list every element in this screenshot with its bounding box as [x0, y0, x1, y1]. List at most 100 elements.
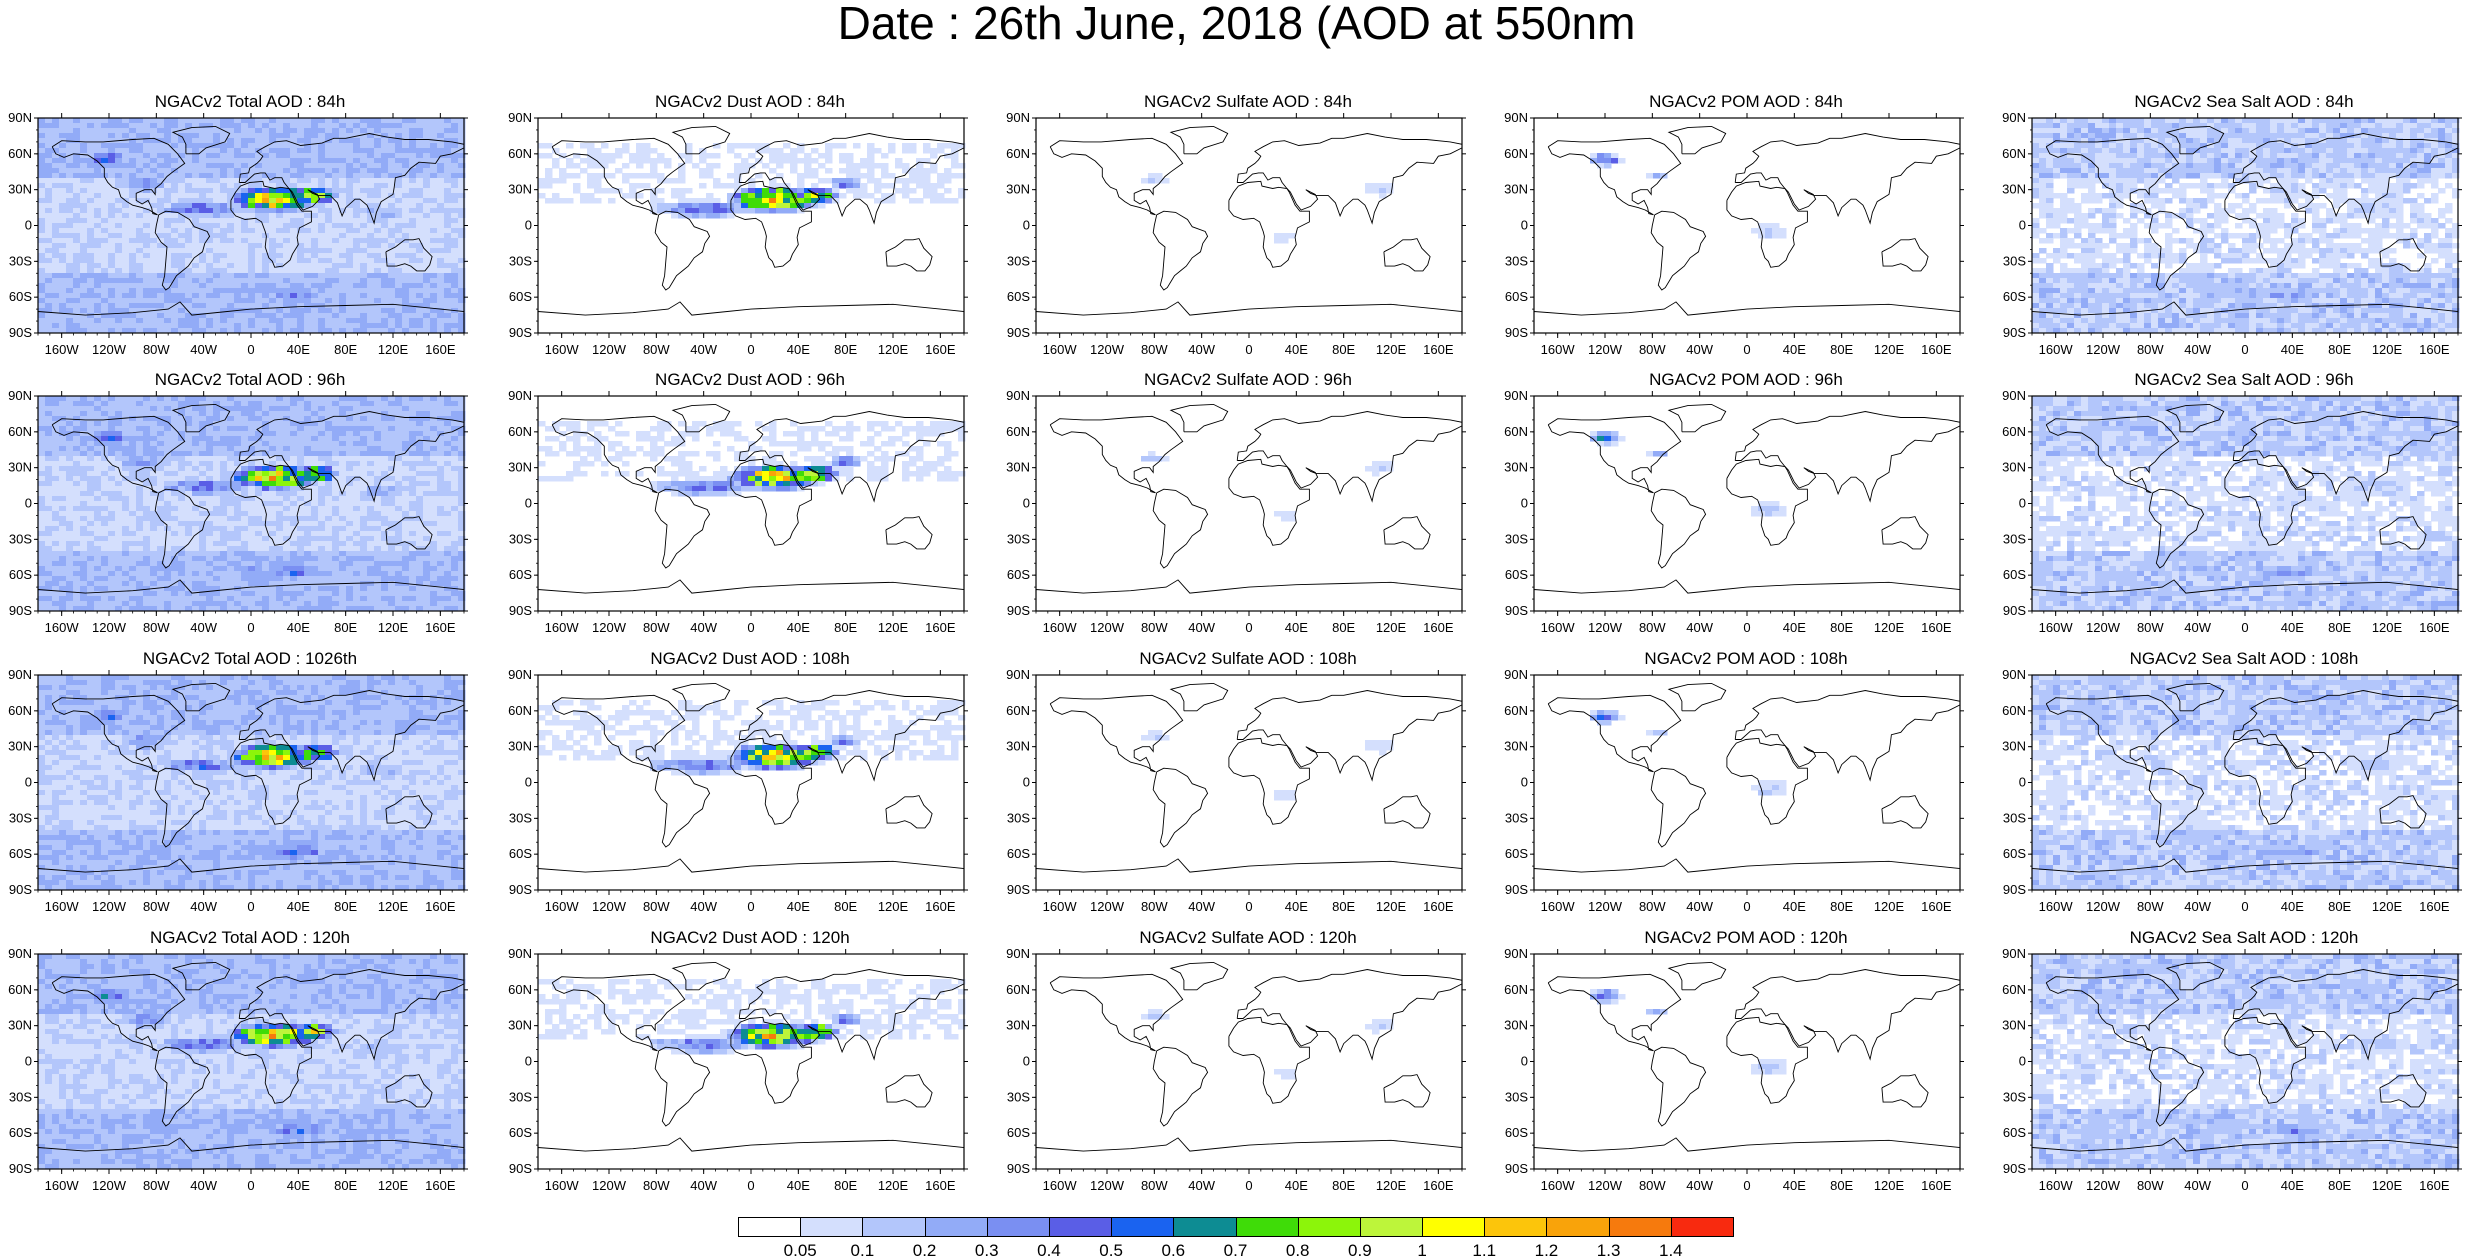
map-panel-sulfate-84h: NGACv2 Sulfate AOD : 84h 90N 60N 30N 0 30S 60S…: [998, 90, 1498, 362]
lat-tick-label: 60S: [9, 846, 32, 861]
lon-tick-label: 80W: [643, 342, 670, 357]
aod-field: [1141, 730, 1394, 801]
colorbar-swatch: [1235, 1217, 1299, 1237]
colorbar-swatch: [986, 1217, 1050, 1237]
lat-tick-label: 30S: [9, 1089, 32, 1104]
lat-tick-label: 30N: [1504, 182, 1528, 197]
lon-tick-label: 120W: [592, 899, 627, 914]
lat-tick-label: 90N: [2002, 388, 2026, 403]
map-panel-pom-108h: NGACv2 POM AOD : 108h 90N 60N 30N 0 30S 60S 90S…: [1496, 647, 1996, 919]
map-frame: [1533, 395, 1961, 612]
lon-tick-label: 40E: [787, 899, 810, 914]
lon-tick-label: 120E: [2372, 899, 2403, 914]
lat-tick-label: 30S: [1505, 253, 1528, 268]
lat-tick-label: 0: [1521, 218, 1528, 233]
lat-tick-label: 60S: [2003, 567, 2026, 582]
lat-tick-label: 30S: [9, 810, 32, 825]
lat-tick-label: 30S: [2003, 531, 2026, 546]
lon-tick-label: 0: [247, 899, 254, 914]
lon-tick-label: 0: [247, 1178, 254, 1193]
colorbar-label: 0.4: [1019, 1242, 1079, 1260]
panel-title: NGACv2 Sea Salt AOD : 108h: [2034, 650, 2454, 668]
lon-tick-label: 40E: [787, 1178, 810, 1193]
lat-tick-label: 60N: [1006, 703, 1030, 718]
map-panel-total-96h: NGACv2 Total AOD : 96h 90N 60N 30N 0 30S 60S 90…: [0, 368, 500, 640]
lon-tick-label: 40E: [2281, 1178, 2304, 1193]
lat-tick-label: 90N: [2002, 667, 2026, 682]
lat-tick-label: 90S: [2003, 882, 2026, 897]
lat-tick-label: 90N: [1504, 110, 1528, 125]
map-panel-total-84h: NGACv2 Total AOD : 84h 90N 60N 30N 0 30S 60S 90…: [0, 90, 500, 362]
map-panel-sulfate-120h: NGACv2 Sulfate AOD : 120h 90N 60N 30N 0 30S 60…: [998, 926, 1498, 1198]
lon-tick-label: 80W: [143, 342, 170, 357]
colorbar-swatch: [862, 1217, 926, 1237]
lon-tick-label: 40E: [287, 1178, 310, 1193]
aod-field: [2032, 954, 2460, 1170]
lon-tick-label: 160E: [2419, 899, 2450, 914]
colorbar-swatch: [1422, 1217, 1486, 1237]
lon-tick-label: 40W: [1188, 342, 1215, 357]
lon-tick-label: 0: [1743, 620, 1750, 635]
lon-tick-label: 0: [1245, 620, 1252, 635]
lon-tick-label: 80E: [834, 342, 857, 357]
lat-tick-label: 0: [2019, 1054, 2026, 1069]
lat-tick-label: 60N: [2002, 146, 2026, 161]
lon-tick-label: 80W: [1141, 342, 1168, 357]
lat-tick-label: 30S: [1007, 810, 1030, 825]
lat-tick-label: 60S: [9, 289, 32, 304]
panel-title: NGACv2 Sea Salt AOD : 96h: [2034, 371, 2454, 389]
lon-tick-label: 40E: [1783, 1178, 1806, 1193]
lon-tick-label: 40E: [1285, 342, 1308, 357]
lon-tick-label: 160E: [1423, 1178, 1454, 1193]
lat-tick-label: 60N: [2002, 703, 2026, 718]
map-panel-sulfate-108h: NGACv2 Sulfate AOD : 108h 90N 60N 30N 0 30S 60…: [998, 647, 1498, 919]
colorbar-swatch: [1173, 1217, 1237, 1237]
lat-tick-label: 60N: [8, 703, 32, 718]
lon-tick-label: 80E: [2328, 899, 2351, 914]
map-panel-dust-84h: NGACv2 Dust AOD : 84h 90N 60N 30N 0 30S 60S 90S…: [500, 90, 1000, 362]
aod-field: [1141, 1009, 1394, 1080]
lon-tick-label: 120W: [92, 342, 127, 357]
lon-tick-label: 160E: [1921, 342, 1952, 357]
panel-title: NGACv2 Sulfate AOD : 108h: [1038, 650, 1458, 668]
lat-tick-label: 0: [525, 775, 532, 790]
lat-tick-label: 30N: [8, 1018, 32, 1033]
lat-tick-label: 90S: [1505, 325, 1528, 340]
lon-tick-label: 120E: [1376, 620, 1407, 635]
lon-tick-label: 160W: [1043, 899, 1078, 914]
lat-tick-label: 0: [25, 1054, 32, 1069]
lon-tick-label: 160E: [425, 899, 456, 914]
lon-tick-label: 120E: [878, 899, 909, 914]
lat-tick-label: 30N: [508, 182, 532, 197]
lon-tick-label: 80W: [1639, 1178, 1666, 1193]
lat-tick-label: 30N: [2002, 182, 2026, 197]
lon-tick-label: 160E: [1423, 342, 1454, 357]
map-panel-total-1026th: NGACv2 Total AOD : 1026th 90N 60N 30N 0 30S 60…: [0, 647, 500, 919]
map-frame: [537, 117, 965, 334]
lon-tick-label: 80E: [334, 899, 357, 914]
lat-tick-label: 90N: [2002, 110, 2026, 125]
panel-title: NGACv2 POM AOD : 96h: [1536, 371, 1956, 389]
lat-tick-label: 60S: [1007, 846, 1030, 861]
lon-tick-label: 80W: [2137, 342, 2164, 357]
colorbar-label: 0.2: [895, 1242, 955, 1260]
lon-tick-label: 40E: [2281, 899, 2304, 914]
lon-tick-label: 80E: [834, 899, 857, 914]
lon-tick-label: 120E: [878, 342, 909, 357]
lon-tick-label: 80W: [643, 899, 670, 914]
lat-tick-label: 30N: [1006, 739, 1030, 754]
lon-tick-label: 40E: [787, 620, 810, 635]
lon-tick-label: 40W: [190, 620, 217, 635]
lon-tick-label: 80E: [334, 342, 357, 357]
lon-tick-label: 80W: [143, 899, 170, 914]
lon-tick-label: 120W: [592, 620, 627, 635]
lon-tick-label: 0: [1743, 1178, 1750, 1193]
lat-tick-label: 0: [2019, 218, 2026, 233]
colorbar-label: 1.2: [1516, 1242, 1576, 1260]
lon-tick-label: 80E: [334, 620, 357, 635]
lon-tick-label: 40W: [2184, 1178, 2211, 1193]
lon-tick-label: 160W: [1043, 1178, 1078, 1193]
lat-tick-label: 60S: [1505, 289, 1528, 304]
aod-field: [38, 396, 466, 612]
lon-tick-label: 40W: [2184, 620, 2211, 635]
